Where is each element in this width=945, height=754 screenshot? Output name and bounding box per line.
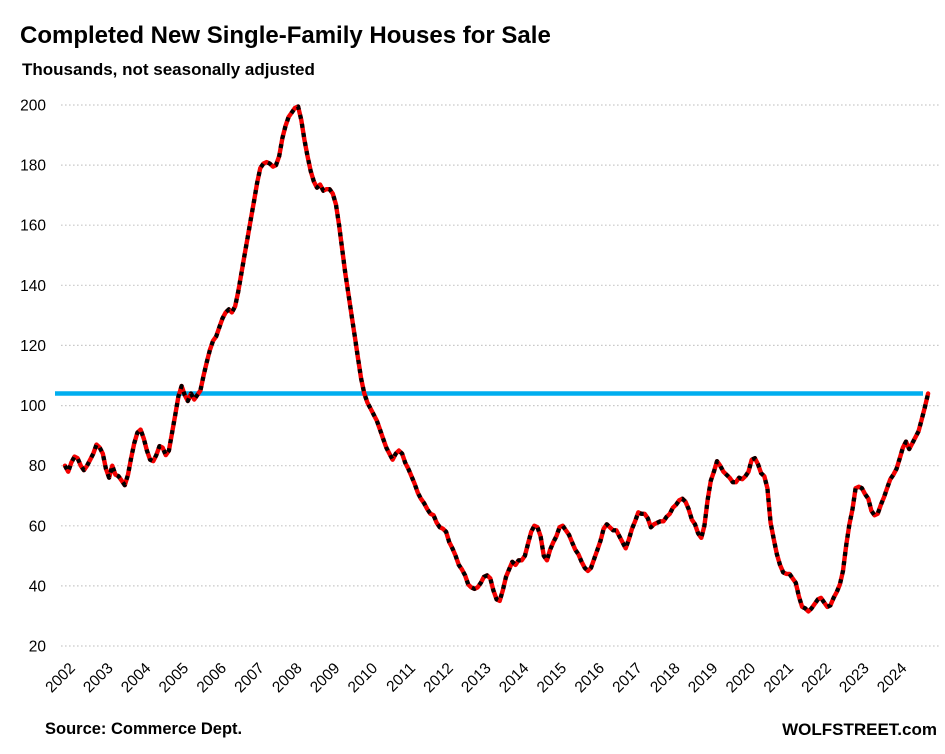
y-axis-tick-label: 160 [20, 218, 46, 235]
x-axis-tick-label: 2005 [156, 660, 192, 696]
x-axis-tick-label: 2024 [874, 660, 911, 697]
x-axis-tick-label: 2007 [231, 660, 267, 696]
series-marker-dashes [63, 104, 931, 614]
y-axis-tick-label: 200 [20, 98, 46, 115]
y-axis-tick-label: 180 [20, 158, 46, 175]
x-axis-tick-label: 2014 [496, 660, 533, 697]
x-axis-tick-label: 2023 [836, 660, 872, 696]
x-axis-tick-label: 2011 [383, 660, 419, 696]
series-line [62, 104, 931, 614]
y-axis-tick-label: 100 [20, 398, 46, 415]
chart-title: Completed New Single-Family Houses for S… [20, 22, 551, 49]
source-note: Source: Commerce Dept. [45, 720, 243, 738]
x-axis-tick-label: 2017 [609, 660, 645, 696]
x-axis-tick-label: 2016 [572, 660, 608, 696]
y-axis-tick-label: 60 [29, 518, 47, 535]
x-axis-tick-label: 2021 [761, 660, 797, 696]
wolfstreet-brand: WOLFSTREET.com [782, 720, 937, 739]
x-axis-tick-label: 2013 [458, 660, 494, 696]
chart-subtitle: Thousands, not seasonally adjusted [22, 60, 315, 79]
x-axis-tick-label: 2006 [194, 660, 230, 696]
x-axis-tick-label: 2002 [42, 660, 78, 696]
x-axis-tick-label: 2012 [420, 660, 456, 696]
y-axis-tick-label: 120 [20, 338, 46, 355]
y-axis-tick-label: 80 [29, 458, 47, 475]
y-axis-tick-label: 140 [20, 278, 46, 295]
y-axis-tick-label: 20 [29, 639, 47, 656]
x-axis-tick-label: 2010 [345, 660, 382, 697]
x-axis-tick-label: 2009 [307, 660, 343, 696]
x-axis-tick-label: 2003 [80, 660, 116, 696]
x-axis-tick-label: 2019 [685, 660, 721, 696]
x-axis-tick-label: 2008 [269, 660, 305, 696]
x-axis-tick-label: 2020 [723, 660, 760, 697]
y-axis-tick-label: 40 [29, 578, 47, 595]
x-axis-tick-label: 2004 [118, 660, 155, 697]
x-axis-tick-label: 2018 [647, 660, 683, 696]
x-axis-tick-label: 2022 [798, 660, 834, 696]
x-axis-tick-label: 2015 [534, 660, 570, 696]
